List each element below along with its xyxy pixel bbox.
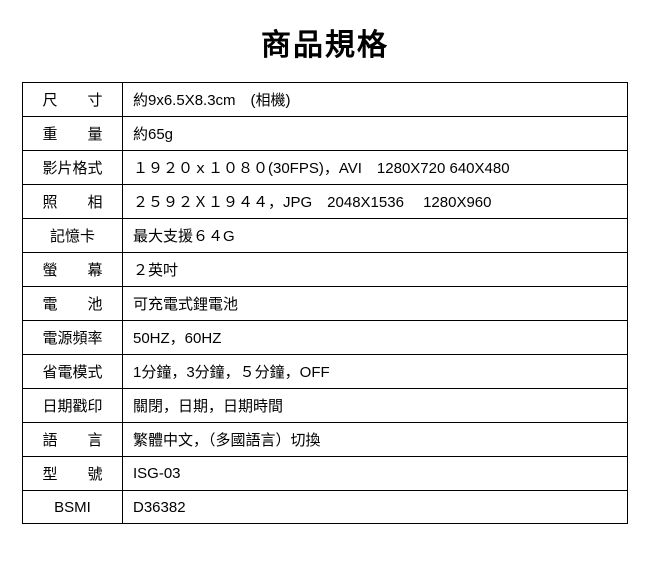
spec-label: 影片格式 bbox=[23, 151, 123, 185]
spec-table: 尺 寸 約9x6.5X8.3cm (相機) 重 量 約65g 影片格式 １９２０… bbox=[22, 82, 628, 524]
spec-value: 繁體中文，（多國語言）切換 bbox=[123, 423, 628, 457]
spec-label: 螢 幕 bbox=[23, 253, 123, 287]
spec-label: 重 量 bbox=[23, 117, 123, 151]
spec-title: 商品規格 bbox=[22, 20, 628, 64]
spec-value: 最大支援６４G bbox=[123, 219, 628, 253]
table-row: 語 言 繁體中文，（多國語言）切換 bbox=[23, 423, 628, 457]
table-row: 電源頻率 50HZ，60HZ bbox=[23, 321, 628, 355]
spec-value: D36382 bbox=[123, 491, 628, 524]
spec-label: 電 池 bbox=[23, 287, 123, 321]
table-row: 螢 幕 ２英吋 bbox=[23, 253, 628, 287]
table-row: 重 量 約65g bbox=[23, 117, 628, 151]
spec-label: 語 言 bbox=[23, 423, 123, 457]
table-row: 型 號 ISG-03 bbox=[23, 457, 628, 491]
spec-label: 型 號 bbox=[23, 457, 123, 491]
spec-value: 關閉，日期，日期時間 bbox=[123, 389, 628, 423]
spec-label: 日期戳印 bbox=[23, 389, 123, 423]
spec-label: BSMI bbox=[23, 491, 123, 524]
spec-value: 約9x6.5X8.3cm (相機) bbox=[123, 83, 628, 117]
table-row: 照 相 ２５９２Ｘ１９４４，JPG 2048X1536 1280X960 bbox=[23, 185, 628, 219]
spec-value: 可充電式鋰電池 bbox=[123, 287, 628, 321]
spec-value: 50HZ，60HZ bbox=[123, 321, 628, 355]
table-row: 記憶卡 最大支援６４G bbox=[23, 219, 628, 253]
spec-value: 約65g bbox=[123, 117, 628, 151]
spec-value: ISG-03 bbox=[123, 457, 628, 491]
spec-label: 尺 寸 bbox=[23, 83, 123, 117]
table-row: 省電模式 1分鐘，3分鐘，５分鐘，OFF bbox=[23, 355, 628, 389]
spec-value: ２５９２Ｘ１９４４，JPG 2048X1536 1280X960 bbox=[123, 185, 628, 219]
spec-table-body: 尺 寸 約9x6.5X8.3cm (相機) 重 量 約65g 影片格式 １９２０… bbox=[23, 83, 628, 524]
spec-label: 照 相 bbox=[23, 185, 123, 219]
spec-value: １９２０ｘ１０８０(30FPS)，AVI 1280X720 640X480 bbox=[123, 151, 628, 185]
spec-value: ２英吋 bbox=[123, 253, 628, 287]
table-row: 尺 寸 約9x6.5X8.3cm (相機) bbox=[23, 83, 628, 117]
table-row: 日期戳印 關閉，日期，日期時間 bbox=[23, 389, 628, 423]
table-row: 電 池 可充電式鋰電池 bbox=[23, 287, 628, 321]
spec-label: 電源頻率 bbox=[23, 321, 123, 355]
table-row: BSMI D36382 bbox=[23, 491, 628, 524]
spec-label: 省電模式 bbox=[23, 355, 123, 389]
spec-label: 記憶卡 bbox=[23, 219, 123, 253]
spec-value: 1分鐘，3分鐘，５分鐘，OFF bbox=[123, 355, 628, 389]
table-row: 影片格式 １９２０ｘ１０８０(30FPS)，AVI 1280X720 640X4… bbox=[23, 151, 628, 185]
